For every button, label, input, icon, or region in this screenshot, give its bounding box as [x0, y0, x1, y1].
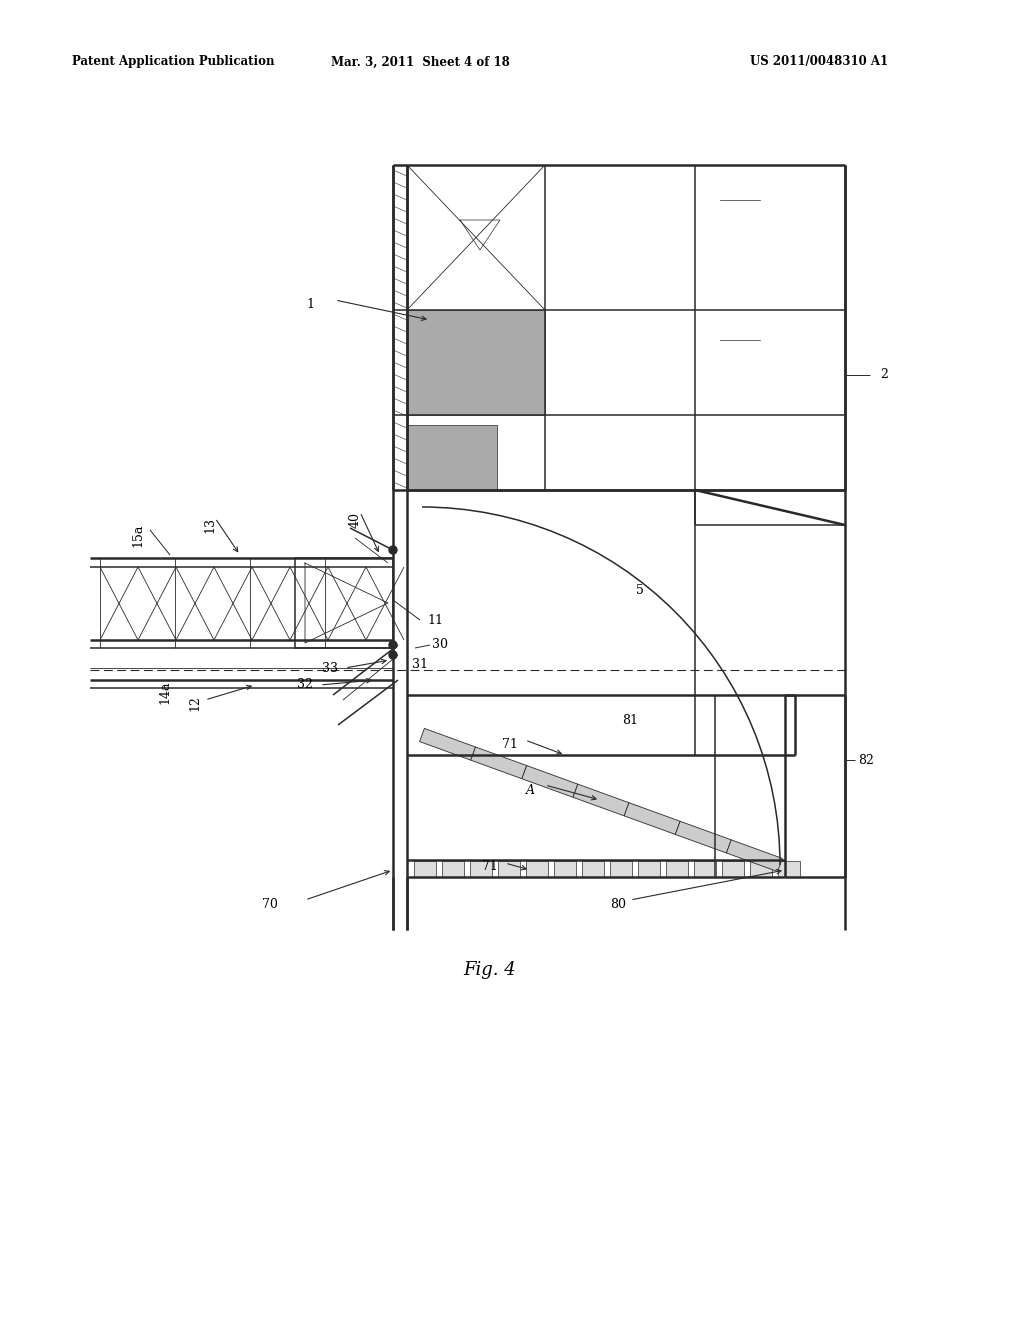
- Bar: [722, 861, 744, 876]
- Text: 13: 13: [204, 517, 216, 533]
- Text: 71: 71: [502, 738, 518, 751]
- Text: 70: 70: [262, 899, 278, 912]
- Text: 5: 5: [636, 583, 644, 597]
- Circle shape: [389, 546, 397, 554]
- Text: 2: 2: [880, 368, 888, 381]
- Text: 40: 40: [348, 512, 361, 528]
- Bar: [407, 310, 545, 414]
- Text: US 2011/0048310 A1: US 2011/0048310 A1: [750, 55, 888, 69]
- Polygon shape: [522, 766, 578, 797]
- Polygon shape: [573, 784, 629, 816]
- Bar: [666, 861, 688, 876]
- Bar: [554, 861, 575, 876]
- Text: Mar. 3, 2011  Sheet 4 of 18: Mar. 3, 2011 Sheet 4 of 18: [331, 55, 509, 69]
- Bar: [295, 558, 393, 648]
- Polygon shape: [675, 821, 731, 853]
- Polygon shape: [471, 747, 526, 779]
- Circle shape: [389, 642, 397, 649]
- Bar: [498, 861, 520, 876]
- Bar: [778, 861, 800, 876]
- Text: 15a: 15a: [131, 523, 144, 546]
- Bar: [470, 861, 492, 876]
- Text: Patent Application Publication: Patent Application Publication: [72, 55, 274, 69]
- Text: 82: 82: [858, 754, 873, 767]
- Bar: [407, 425, 497, 490]
- Text: 31: 31: [412, 659, 428, 672]
- Circle shape: [389, 651, 397, 659]
- Text: Fig. 4: Fig. 4: [464, 961, 516, 979]
- Text: 30: 30: [432, 639, 449, 652]
- Bar: [414, 861, 436, 876]
- Bar: [638, 861, 660, 876]
- Polygon shape: [420, 729, 475, 760]
- Text: 12: 12: [188, 696, 202, 711]
- Bar: [694, 861, 716, 876]
- Text: 32: 32: [297, 678, 313, 692]
- Text: 14a: 14a: [159, 680, 171, 704]
- Polygon shape: [726, 840, 782, 871]
- Text: 1: 1: [306, 298, 314, 312]
- Bar: [610, 861, 632, 876]
- Bar: [526, 861, 548, 876]
- Bar: [582, 861, 604, 876]
- Text: A: A: [525, 784, 535, 796]
- Bar: [442, 861, 464, 876]
- Text: 71: 71: [482, 861, 498, 874]
- Text: 81: 81: [622, 714, 638, 726]
- Text: 11: 11: [427, 614, 443, 627]
- Text: 80: 80: [610, 899, 626, 912]
- Text: 33: 33: [322, 661, 338, 675]
- Polygon shape: [625, 803, 680, 834]
- Bar: [750, 861, 772, 876]
